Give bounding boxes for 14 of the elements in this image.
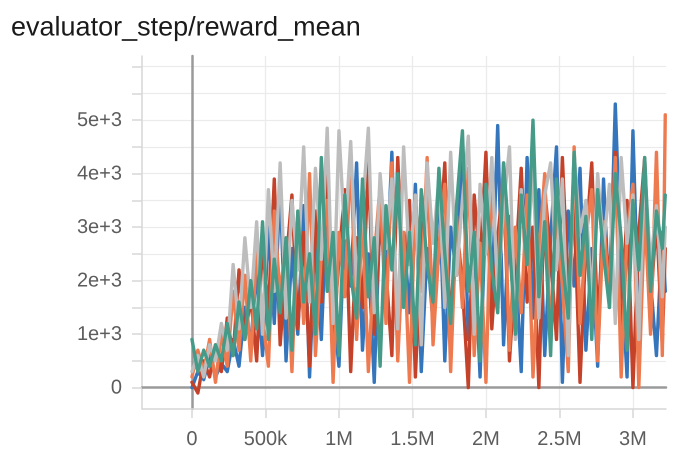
y-tick-label: 1e+3 (76, 323, 122, 346)
x-tick-label: 1.5M (390, 428, 435, 450)
x-tick-label: 500k (244, 428, 288, 450)
x-tick-label: 2.5M (537, 428, 582, 450)
x-tick-label: 1M (325, 428, 353, 450)
x-tick-label: 3M (619, 428, 647, 450)
y-tick-label: 5e+3 (76, 109, 122, 132)
y-tick-label: 0 (110, 376, 122, 399)
y-tick-label: 3e+3 (76, 216, 122, 238)
y-tick-label: 2e+3 (76, 270, 122, 292)
chart-title: evaluator_step/reward_mean (11, 12, 361, 42)
x-tick-label: 2M (472, 428, 500, 450)
x-tick-label: 0 (186, 428, 198, 450)
y-tick-label: 4e+3 (76, 162, 122, 185)
